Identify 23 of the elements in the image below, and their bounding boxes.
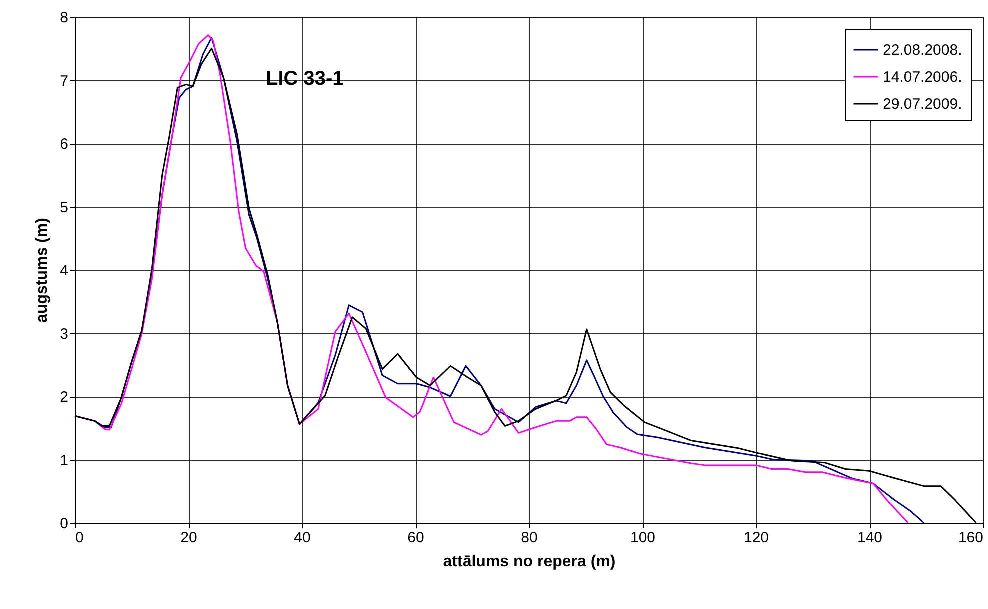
y-tick-label: 3 (60, 326, 68, 343)
legend-label: 29.07.2009. (883, 96, 962, 113)
x-tick-label: 20 (180, 530, 198, 546)
y-tick-label: 2 (60, 389, 68, 406)
y-axis-title: augstums (m) (34, 218, 52, 323)
legend-label: 14.07.2006. (883, 69, 962, 86)
y-tick-label: 8 (60, 10, 68, 26)
y-tick-label: 1 (60, 452, 68, 470)
x-tick-label: 100 (630, 530, 656, 546)
x-tick-label: 60 (408, 530, 424, 546)
x-tick-label: 120 (744, 530, 770, 546)
x-tick-label: 80 (521, 530, 538, 546)
x-tick-label: 0 (76, 530, 84, 546)
legend-label: 22.08.2008. (883, 42, 962, 59)
y-tick-label: 5 (60, 199, 68, 216)
x-tick-label: 160 (958, 530, 984, 546)
x-axis-title: attālums no repera (m) (443, 554, 616, 570)
y-tick-label: 6 (60, 136, 68, 153)
x-tick-label: 140 (857, 530, 883, 546)
y-tick-label: 0 (60, 516, 68, 532)
x-tick-label: 40 (294, 530, 311, 546)
y-tick-label: 4 (60, 262, 68, 280)
y-tick-label: 7 (60, 72, 68, 90)
